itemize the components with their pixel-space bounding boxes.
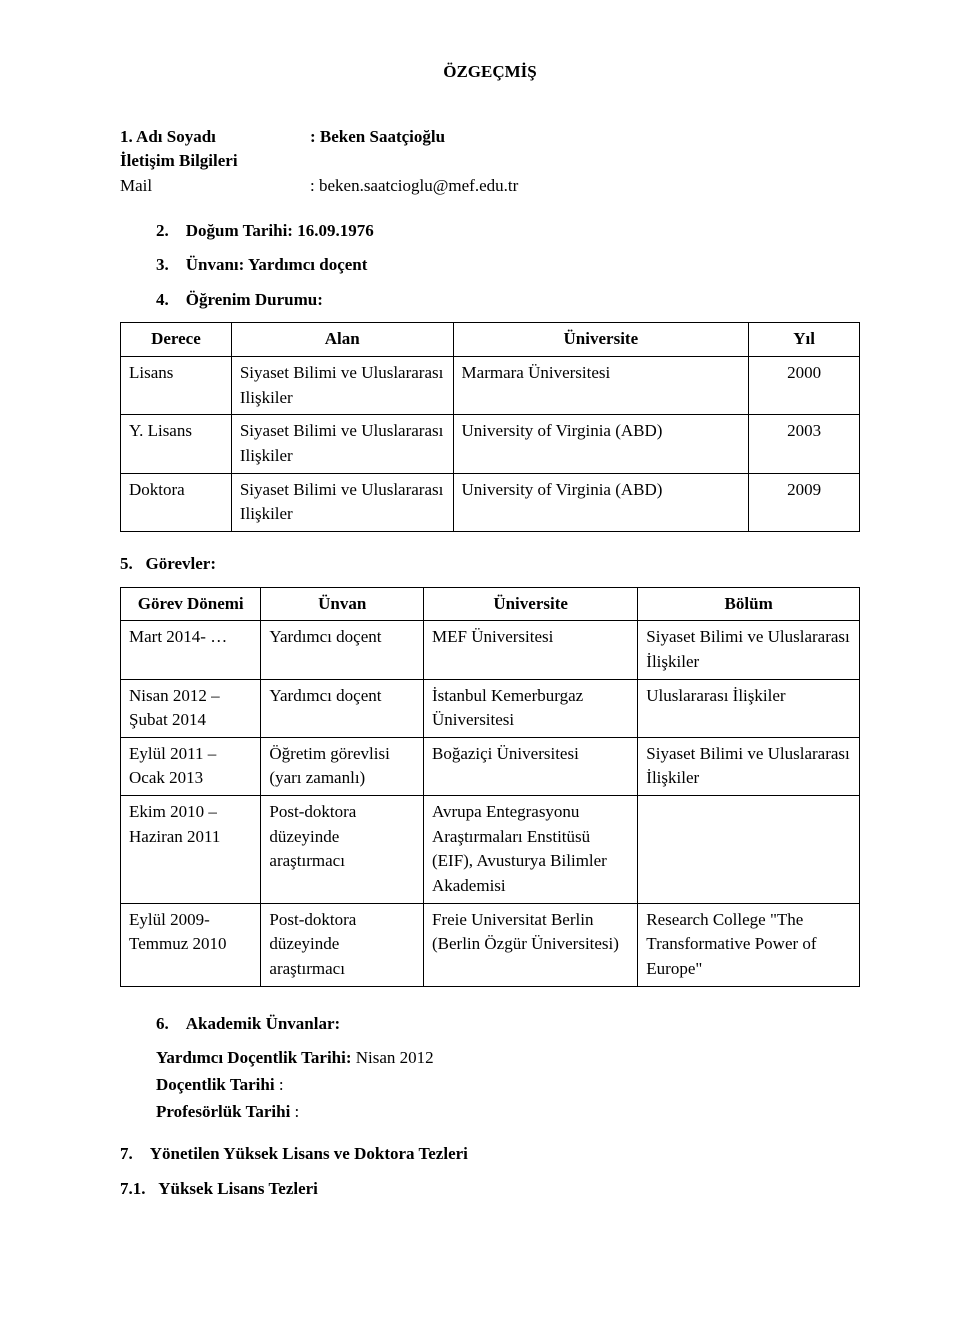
- title-number: 3.: [156, 255, 169, 274]
- edu-degree: Y. Lisans: [121, 415, 232, 473]
- roles-th-dept: Bölüm: [638, 587, 860, 621]
- birth-section: 2. Doğum Tarihi: 16.09.1976: [120, 219, 860, 244]
- role-univ: MEF Üniversitesi: [423, 621, 637, 679]
- title-section: 3. Ünvanı: Yardımcı doçent: [120, 253, 860, 278]
- role-period: Eylül 2011 – Ocak 2013: [121, 737, 261, 795]
- role-dept: Uluslararası İlişkiler: [638, 679, 860, 737]
- academic-titles-heading: 6. Akademik Ünvanlar:: [120, 1012, 860, 1037]
- role-title: Post-doktora düzeyinde araştırmacı: [261, 796, 424, 904]
- docent-date-value: :: [279, 1075, 284, 1094]
- academic-titles-lines: Yardımcı Doçentlik Tarihi: Nisan 2012 Do…: [120, 1046, 860, 1124]
- edu-th-field: Alan: [231, 323, 453, 357]
- role-period: Ekim 2010 – Haziran 2011: [121, 796, 261, 904]
- role-univ: Avrupa Entegrasyonu Araştırmaları Enstit…: [423, 796, 637, 904]
- assist-prof-date-value: Nisan 2012: [356, 1048, 434, 1067]
- edu-univ: University of Virginia (ABD): [453, 415, 749, 473]
- role-univ: Freie Universitat Berlin (Berlin Özgür Ü…: [423, 903, 637, 986]
- role-title: Yardımcı doçent: [261, 679, 424, 737]
- cv-document: ÖZGEÇMİŞ 1. Adı Soyadı : Beken Saatçioğl…: [0, 0, 960, 1329]
- section7-text: Yönetilen Yüksek Lisans ve Doktora Tezle…: [150, 1144, 468, 1163]
- education-text: Öğrenim Durumu:: [186, 290, 323, 309]
- mail-label: Mail: [120, 174, 310, 199]
- table-header-row: Görev Dönemi Ünvan Üniversite Bölüm: [121, 587, 860, 621]
- mail-value: : beken.saatcioglu@mef.edu.tr: [310, 174, 860, 199]
- edu-field: Siyaset Bilimi ve Uluslararası Ilişkiler: [231, 473, 453, 531]
- edu-th-univ: Üniversite: [453, 323, 749, 357]
- edu-field: Siyaset Bilimi ve Uluslararası Ilişkiler: [231, 415, 453, 473]
- table-row: Mart 2014- … Yardımcı doçent MEF Ünivers…: [121, 621, 860, 679]
- edu-degree: Doktora: [121, 473, 232, 531]
- table-row: Lisans Siyaset Bilimi ve Uluslararası Il…: [121, 357, 860, 415]
- contact-info-label: İletişim Bilgileri: [120, 149, 310, 174]
- edu-degree: Lisans: [121, 357, 232, 415]
- title-text: Ünvanı: Yardımcı doçent: [186, 255, 368, 274]
- edu-univ: Marmara Üniversitesi: [453, 357, 749, 415]
- roles-table: Görev Dönemi Ünvan Üniversite Bölüm Mart…: [120, 587, 860, 987]
- edu-year: 2003: [749, 415, 860, 473]
- role-title: Öğretim görevlisi (yarı zamanlı): [261, 737, 424, 795]
- section7-number: 7.: [120, 1144, 133, 1163]
- education-table: Derece Alan Üniversite Yıl Lisans Siyase…: [120, 322, 860, 531]
- table-row: Nisan 2012 – Şubat 2014 Yardımcı doçent …: [121, 679, 860, 737]
- education-number: 4.: [156, 290, 169, 309]
- edu-field: Siyaset Bilimi ve Uluslararası Ilişkiler: [231, 357, 453, 415]
- role-title: Yardımcı doçent: [261, 621, 424, 679]
- page-title: ÖZGEÇMİŞ: [120, 60, 860, 85]
- role-period: Nisan 2012 – Şubat 2014: [121, 679, 261, 737]
- table-row: Doktora Siyaset Bilimi ve Uluslararası I…: [121, 473, 860, 531]
- role-period: Mart 2014- …: [121, 621, 261, 679]
- docent-date-label: Doçentlik Tarihi: [156, 1075, 275, 1094]
- role-univ: Boğaziçi Üniversitesi: [423, 737, 637, 795]
- table-row: Ekim 2010 – Haziran 2011 Post-doktora dü…: [121, 796, 860, 904]
- name-label: 1. Adı Soyadı: [120, 125, 310, 150]
- supervised-theses-heading: 7. Yönetilen Yüksek Lisans ve Doktora Te…: [120, 1142, 860, 1167]
- assist-prof-date-label: Yardımcı Doçentlik Tarihi:: [156, 1048, 356, 1067]
- name-value: : Beken Saatçioğlu: [310, 125, 860, 150]
- edu-th-year: Yıl: [749, 323, 860, 357]
- roles-number: 5.: [120, 554, 133, 573]
- education-heading: 4. Öğrenim Durumu:: [120, 288, 860, 313]
- prof-date-label: Profesörlük Tarihi: [156, 1102, 290, 1121]
- role-dept: Research College "The Transformative Pow…: [638, 903, 860, 986]
- prof-date-value: :: [295, 1102, 300, 1121]
- academic-titles-text: Akademik Ünvanlar:: [186, 1014, 340, 1033]
- table-header-row: Derece Alan Üniversite Yıl: [121, 323, 860, 357]
- roles-text: Görevler:: [146, 554, 216, 573]
- section71-text: Yüksek Lisans Tezleri: [158, 1179, 318, 1198]
- roles-heading: 5. Görevler:: [120, 552, 860, 577]
- edu-th-degree: Derece: [121, 323, 232, 357]
- roles-th-univ: Üniversite: [423, 587, 637, 621]
- roles-th-period: Görev Dönemi: [121, 587, 261, 621]
- role-dept: Siyaset Bilimi ve Uluslararası İlişkiler: [638, 737, 860, 795]
- edu-univ: University of Virginia (ABD): [453, 473, 749, 531]
- role-dept: Siyaset Bilimi ve Uluslararası İlişkiler: [638, 621, 860, 679]
- table-row: Eylül 2009- Temmuz 2010 Post-doktora düz…: [121, 903, 860, 986]
- academic-titles-number: 6.: [156, 1014, 169, 1033]
- table-row: Y. Lisans Siyaset Bilimi ve Uluslararası…: [121, 415, 860, 473]
- edu-year: 2009: [749, 473, 860, 531]
- personal-info-block: 1. Adı Soyadı : Beken Saatçioğlu İletişi…: [120, 125, 860, 199]
- edu-year: 2000: [749, 357, 860, 415]
- role-univ: İstanbul Kemerburgaz Üniversitesi: [423, 679, 637, 737]
- masters-theses-heading: 7.1. Yüksek Lisans Tezleri: [120, 1177, 860, 1202]
- birth-number: 2.: [156, 221, 169, 240]
- role-title: Post-doktora düzeyinde araştırmacı: [261, 903, 424, 986]
- table-row: Eylül 2011 – Ocak 2013 Öğretim görevlisi…: [121, 737, 860, 795]
- birth-text: Doğum Tarihi: 16.09.1976: [186, 221, 374, 240]
- roles-th-title: Ünvan: [261, 587, 424, 621]
- role-dept: [638, 796, 860, 904]
- section71-number: 7.1.: [120, 1179, 146, 1198]
- role-period: Eylül 2009- Temmuz 2010: [121, 903, 261, 986]
